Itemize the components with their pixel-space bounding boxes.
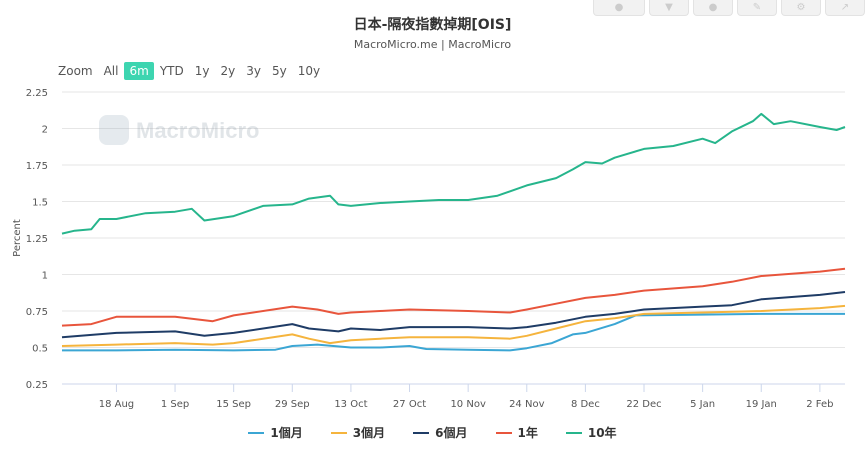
x-tick-label: 10 Nov <box>450 399 486 410</box>
chart-subtitle: MacroMicro.me | MacroMicro <box>353 38 512 51</box>
chart-title: 日本-隔夜指數掉期[OIS] <box>353 17 512 33</box>
zoom-1y-button[interactable]: 1y <box>194 64 210 78</box>
y-tick-label: 1.5 <box>32 198 48 209</box>
y-tick-label: 2 <box>42 125 48 136</box>
y-tick-label: 0.25 <box>26 380 48 391</box>
user-icon[interactable]: ● <box>693 0 733 16</box>
series-line-2[interactable] <box>61 291 846 339</box>
x-tick-label: 2 Feb <box>806 399 833 410</box>
x-tick-label: 22 Dec <box>626 399 661 410</box>
zoom-5y-button[interactable]: 5y <box>271 64 287 78</box>
x-tick-label: 18 Aug <box>99 399 134 410</box>
legend-label: 6個月 <box>435 426 468 440</box>
watermark-logo-icon <box>99 115 129 145</box>
x-tick-label: 29 Sep <box>275 399 310 410</box>
legend-swatch <box>565 431 582 434</box>
legend-label: 1個月 <box>270 426 303 440</box>
legend-swatch <box>495 431 512 434</box>
y-tick-label: 1 <box>42 271 48 282</box>
zoom-all-button[interactable]: All <box>103 64 119 78</box>
x-tick-label: 1 Sep <box>161 399 189 410</box>
legend-label: 10年 <box>587 426 617 440</box>
share-icon[interactable]: ● <box>593 0 645 16</box>
zoom-3y-button[interactable]: 3y <box>246 64 261 78</box>
legend-swatch <box>330 431 347 434</box>
zoom-6m-button[interactable]: 6m <box>124 62 154 80</box>
x-tick-label: 15 Sep <box>216 399 251 410</box>
y-tick-label: 1.75 <box>26 161 48 172</box>
series-lines <box>61 112 846 352</box>
x-axis: 18 Aug 1 Sep 15 Sep 29 Sep 13 Oct 27 Oct 10 No… <box>62 383 845 410</box>
chart-toolbar: ● ▼ ● ✎ ⚙ ↗ <box>593 0 865 16</box>
series-line-3[interactable] <box>61 267 846 327</box>
watermark: MacroMicro <box>99 115 259 145</box>
series-line-1[interactable] <box>61 304 846 347</box>
settings-icon[interactable]: ⚙ <box>781 0 821 16</box>
legend-swatch <box>413 431 430 434</box>
legend-item-10y[interactable]: 10年 <box>565 424 617 441</box>
legend: 1個月 3個月 6個月 1年 10年 <box>0 424 865 441</box>
zoom-2y-button[interactable]: 2y <box>220 64 236 78</box>
legend-item-3m[interactable]: 3個月 <box>330 424 386 441</box>
legend-item-1y[interactable]: 1年 <box>495 424 538 441</box>
edit-icon[interactable]: ✎ <box>737 0 777 16</box>
zoom-label: Zoom <box>58 64 93 78</box>
x-tick-label: 8 Dec <box>571 399 600 410</box>
zoom-10y-button[interactable]: 10y <box>297 64 321 78</box>
y-axis-label: Percent <box>12 219 23 257</box>
legend-label: 3個月 <box>352 426 386 440</box>
x-tick-label: 5 Jan <box>690 399 715 410</box>
zoom-ytd-button[interactable]: YTD <box>159 64 184 78</box>
x-tick-label: 13 Oct <box>334 399 367 410</box>
y-tick-label: 2.25 <box>26 88 48 99</box>
x-tick-label: 19 Jan <box>746 399 777 410</box>
y-tick-label: 0.5 <box>32 344 48 355</box>
legend-item-6m[interactable]: 6個月 <box>413 424 468 441</box>
zoom-selector: Zoom All 6m YTD 1y 2y 3y 5y 10y <box>58 62 326 80</box>
legend-swatch <box>248 431 265 434</box>
download-icon[interactable]: ▼ <box>649 0 689 16</box>
series-line-4[interactable] <box>61 112 846 235</box>
x-tick-label: 24 Nov <box>509 399 545 410</box>
watermark-text: MacroMicro <box>136 118 259 143</box>
legend-item-1m[interactable]: 1個月 <box>248 424 303 441</box>
x-tick-label: 27 Oct <box>393 399 426 410</box>
y-tick-label: 0.75 <box>26 307 48 318</box>
y-tick-label: 1.25 <box>26 234 48 245</box>
y-axis: 0.25 0.5 0.75 1 1.25 1.5 1.75 2 2.25 <box>26 88 48 391</box>
legend-label: 1年 <box>517 426 538 440</box>
series-line-0[interactable] <box>62 312 845 352</box>
